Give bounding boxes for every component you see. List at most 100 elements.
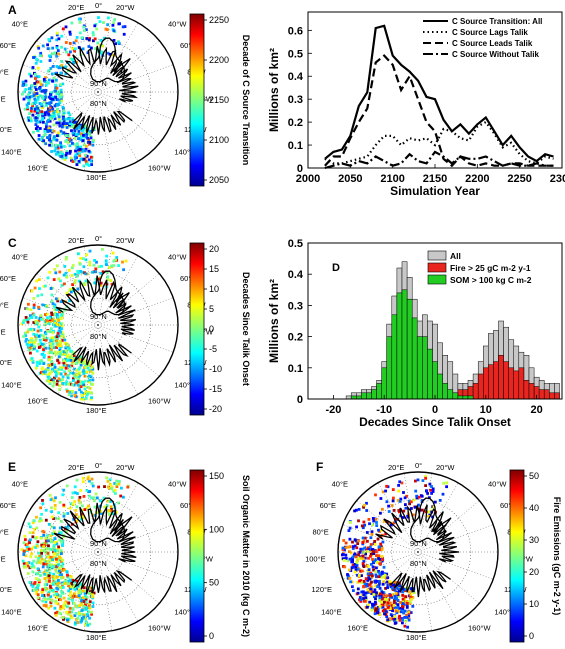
map-pixel [25, 545, 29, 549]
map-pixel [385, 594, 389, 598]
map-pixel [56, 146, 60, 150]
map-pixel [103, 485, 106, 488]
map-pixel [112, 259, 116, 263]
map-pixel [407, 610, 410, 614]
map-pixel [47, 138, 51, 142]
map-meridian [36, 324, 99, 377]
colorbar-tick-label: 2050 [209, 175, 229, 185]
map-pixel [70, 394, 73, 398]
map-pixel [53, 114, 56, 117]
map-pixel [347, 545, 350, 549]
histogram-bar [437, 373, 443, 400]
map-pixel [44, 368, 48, 371]
map-pixel [343, 565, 347, 569]
map-pixel [68, 122, 72, 125]
map-pixel [398, 480, 402, 484]
colorbar-tick-label: 10 [209, 284, 219, 294]
map-meridian [57, 91, 99, 162]
map-pixel [388, 603, 392, 607]
map-pixel [350, 560, 354, 564]
map-pixel [348, 557, 352, 561]
map-pixel [398, 500, 402, 503]
map-boundary [17, 471, 179, 633]
map-pixel [83, 508, 87, 511]
map-pixel [90, 496, 94, 500]
map-pixel [41, 94, 44, 98]
map-pixel [61, 558, 65, 562]
map-pixel [75, 381, 78, 385]
map-pixel [36, 321, 39, 325]
map-pixel [78, 366, 82, 370]
map-pixel [54, 352, 58, 356]
map-pixel [91, 31, 95, 34]
map-pixel [87, 164, 91, 167]
map-pixel [66, 373, 70, 377]
map-pixel [47, 523, 51, 526]
map-pixel [57, 367, 61, 371]
map-pixel [379, 542, 383, 546]
map-pixel [68, 356, 72, 359]
map-pixel [398, 587, 402, 591]
map-pixel [64, 578, 67, 582]
map-pixel [88, 494, 91, 498]
map-pixel [27, 348, 31, 352]
map-pixel [53, 549, 57, 552]
map-label-left: 40°E [12, 19, 28, 28]
map-pixel [71, 371, 75, 375]
map-pixel [75, 604, 78, 608]
map-pixel [75, 579, 79, 583]
polar-map-c: 20°E0°20°W40°E60°E80°E100°E120°E140°E160… [0, 234, 214, 415]
map-pixel [76, 621, 80, 624]
map-pixel [49, 601, 53, 604]
map-pixel [381, 558, 384, 561]
map-pixel [42, 545, 45, 549]
map-pixel [60, 45, 63, 49]
map-pixel [55, 557, 58, 561]
map-meridian [36, 551, 99, 604]
map-latitude-circle [391, 525, 445, 579]
map-pixel [52, 552, 56, 556]
map-pixel [382, 572, 386, 575]
map-pixel [72, 374, 76, 377]
map-label-left: 120°E [311, 585, 332, 594]
map-pixel [27, 344, 31, 347]
map-pixel [403, 597, 407, 601]
map-pixel [92, 33, 95, 37]
map-pixel [348, 550, 351, 553]
colorbar-tick-label: -15 [209, 384, 222, 394]
map-pixel [381, 507, 384, 511]
map-label-left: 80°E [312, 527, 328, 536]
map-pixel [32, 93, 36, 97]
map-pixel [416, 478, 420, 482]
map-pixel [71, 47, 74, 50]
map-pixel [25, 343, 29, 346]
map-pixel [355, 546, 359, 550]
map-pixel [51, 589, 55, 592]
map-pixel [445, 481, 449, 485]
map-pixel [34, 61, 38, 65]
map-pixel [383, 598, 387, 601]
map-pixel [80, 517, 83, 521]
map-label-left: 60°E [0, 501, 16, 510]
map-pixel [61, 576, 65, 579]
map-pixel [58, 384, 61, 388]
map-pixel [57, 581, 61, 585]
map-pixel [54, 144, 58, 147]
map-pixel [348, 577, 352, 580]
colorbar-tick-label: 0 [529, 631, 534, 641]
map-pixel [61, 562, 65, 566]
map-pixel [58, 270, 62, 274]
map-pixel [55, 582, 58, 586]
map-pixel [54, 496, 57, 500]
map-pixel [69, 382, 73, 386]
map-pixel [51, 351, 55, 355]
map-pixel [374, 602, 378, 606]
map-pixel [82, 157, 86, 161]
map-pixel [378, 605, 382, 608]
y-tick-label: 0.4 [288, 269, 304, 281]
map-pixel [82, 362, 86, 365]
map-pixel [31, 564, 35, 568]
map-pixel [409, 587, 413, 591]
map-pixel [32, 332, 36, 336]
map-pixel [104, 259, 108, 263]
